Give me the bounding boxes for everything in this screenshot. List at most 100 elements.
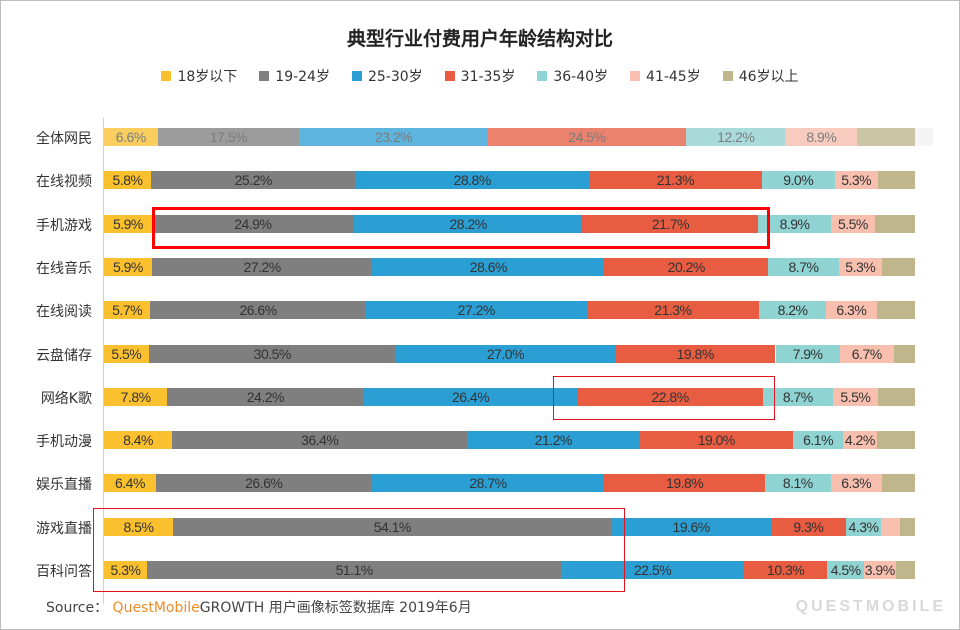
data-label: 28.6% [469,258,508,275]
bar-segment: 6.3% [825,301,877,320]
bar-segment: 23.2% [299,128,488,146]
bar-segment: 8.9% [785,128,858,146]
bar-segment: 5.9% [104,214,152,233]
bar-segment [877,171,915,190]
bar-segment: 4.5% [827,561,864,579]
data-label: 8.7% [782,388,813,405]
bar-segment: 5.5% [104,344,149,363]
bar-segment: 6.6% [104,128,158,146]
category-label: 手机动漫 [36,434,92,451]
data-label: 54.1% [373,518,412,535]
category-label: 在线音乐 [36,260,92,277]
data-label: 21.2% [534,432,573,449]
bar-segment: 21.3% [588,171,762,190]
bar-segment [875,214,915,233]
legend-swatch [630,71,641,81]
bar-segment: 7.8% [104,387,168,406]
data-label: 8.2% [777,302,808,319]
data-label: 19.8% [666,475,704,492]
bar-segment: 5.8% [104,171,152,190]
bar-segment: 5.9% [104,257,152,276]
bar-segment: 20.2% [604,257,769,276]
legend-swatch [537,71,548,81]
bar-segment: 21.2% [467,431,640,450]
bar-segment: 9.0% [761,171,835,190]
data-label: 17.5% [209,129,248,145]
bar-segment: 28.2% [353,214,583,233]
bar-segment: 36.4% [172,431,468,450]
legend-item: 18岁以下 [161,66,237,86]
data-label: 6.3% [841,475,872,492]
bar-segment: 10.3% [743,561,828,579]
bar-segment: 12.2% [686,128,786,146]
legend-label: 31-35岁 [460,69,516,85]
bar-segment: 21.3% [586,301,760,320]
bar-segment: 6.7% [839,344,894,363]
bar-segment: 4.3% [846,517,881,536]
data-label: 20.2% [667,258,706,275]
data-label: 5.7% [112,302,143,319]
bar-segment: 5.5% [833,387,878,406]
bar-segment: 8.5% [104,517,173,536]
data-label: 6.4% [114,475,145,492]
bar-segment: 28.6% [372,257,605,276]
bar-segment: 6.4% [104,474,156,493]
bar-segment: 5.5% [830,214,876,233]
data-label: 22.5% [634,562,672,578]
legend-label: 18岁以下 [177,69,238,85]
data-label: 9.3% [793,518,824,535]
legend-item: 25-30岁 [351,66,423,86]
data-label: 5.9% [112,258,143,275]
bar-segment: 21.7% [582,214,759,233]
bar-segment: 54.1% [172,517,612,536]
data-label: 5.5% [840,388,871,405]
data-label: 6.1% [803,432,834,449]
data-label: 22.8% [651,388,689,405]
data-label: 21.7% [651,215,690,232]
bar-segment: 19.0% [639,431,794,450]
legend-swatch [161,71,172,81]
data-label: 5.3% [110,562,141,578]
data-label: 19.0% [697,432,736,449]
bar-segment: 8.7% [762,387,834,406]
data-label: 5.3% [845,258,876,275]
bar-segment [876,301,915,320]
data-label: 12.2% [717,129,755,145]
bar-segment: 22.8% [577,387,763,406]
bar-segment: 3.9% [863,561,896,579]
source-prefix: Source： [46,600,109,616]
data-label: 4.2% [844,432,875,449]
data-label: 8.1% [782,475,813,492]
bar-segment: 27.2% [365,301,587,320]
data-label: 8.7% [788,258,819,275]
data-label: 27.0% [486,345,525,362]
data-label: 19.6% [672,518,711,535]
bar-segment: 27.2% [151,257,373,276]
data-label: 7.8% [120,388,151,405]
data-label: 7.9% [792,345,823,362]
category-label: 百科问答 [36,564,92,580]
bar-segment [857,128,915,146]
data-label: 21.3% [656,172,695,189]
bar-segment: 19.8% [614,344,776,363]
legend-label: 25-30岁 [367,69,423,85]
legend-item: 41-45岁 [630,66,701,86]
bar-segment: 6.3% [830,474,882,493]
data-label: 27.2% [243,258,282,275]
legend-label: 46岁以上 [738,69,799,85]
bar-segment [876,431,915,450]
data-label: 25.2% [234,172,273,189]
data-label: 5.9% [112,215,143,232]
bar-segment: 28.8% [355,171,589,190]
bar-segment: 8.7% [768,257,839,276]
data-label: 10.3% [767,562,805,578]
data-label: 23.2% [374,129,413,145]
category-label: 娱乐直播 [36,477,92,494]
data-label: 8.5% [123,518,154,535]
data-label: 24.2% [246,388,285,405]
data-label: 5.3% [841,172,872,189]
source-note: Source： QuestMobileGROWTH 用户画像标签数据库 2019… [46,597,472,617]
category-label: 网络K歌 [40,390,92,407]
bar-segment: 22.5% [561,561,744,579]
bar-segment: 51.1% [146,561,562,579]
